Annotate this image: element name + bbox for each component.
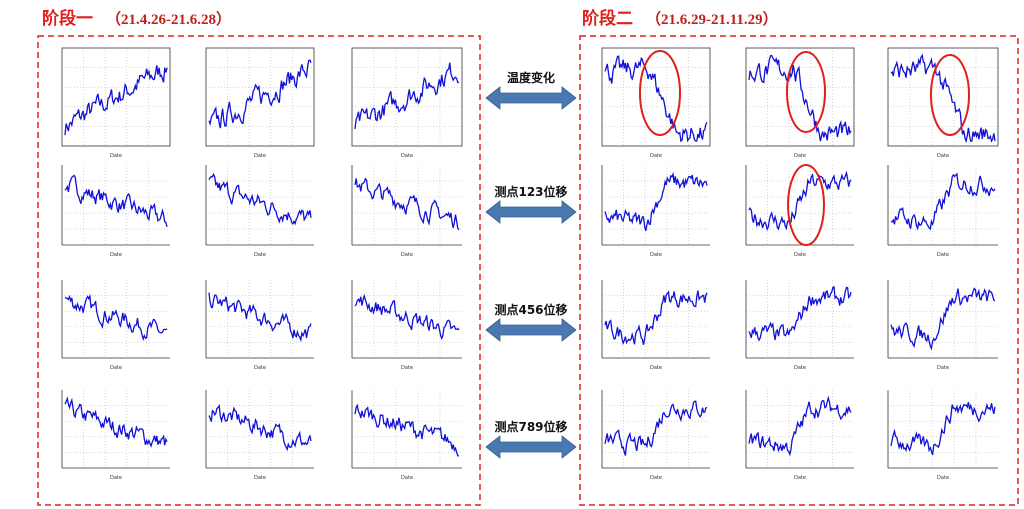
arrow-label: 测点789位移	[494, 419, 567, 434]
highlight	[787, 164, 825, 246]
stage-frame	[579, 35, 1019, 506]
x-axis-label: Date	[794, 153, 806, 159]
x-axis-label: Date	[937, 153, 949, 159]
chart-frame	[887, 47, 999, 147]
x-axis-label: Date	[401, 365, 413, 371]
x-axis-label: Date	[401, 252, 413, 258]
x-axis-label: Date	[110, 475, 122, 481]
highlight	[930, 54, 970, 136]
x-axis-label: Date	[937, 365, 949, 371]
x-axis-label: Date	[254, 475, 266, 481]
x-axis-label: Date	[794, 475, 806, 481]
trace	[208, 59, 312, 129]
trace	[890, 172, 996, 231]
x-axis-label: Date	[110, 153, 122, 159]
chart-frame	[601, 47, 711, 147]
trace	[748, 395, 852, 457]
stage-title: 阶段二	[582, 8, 633, 29]
trace	[604, 400, 708, 456]
trace	[748, 170, 852, 232]
stage-dates: （21.4.26-21.6.28）	[106, 10, 231, 28]
trace	[208, 172, 312, 226]
trace	[64, 65, 168, 136]
arrow-label: 测点456位移	[494, 302, 567, 317]
x-axis-label: Date	[650, 475, 662, 481]
trace	[208, 403, 312, 452]
x-axis-label: Date	[401, 153, 413, 159]
x-axis-label: Date	[254, 153, 266, 159]
chart-frame	[351, 47, 463, 147]
trace	[748, 54, 852, 142]
trace	[890, 287, 996, 351]
double-arrow	[485, 435, 577, 459]
chart-frame	[745, 47, 855, 147]
x-axis-label: Date	[650, 153, 662, 159]
stage-title: 阶段一	[42, 8, 93, 29]
highlights	[639, 50, 970, 246]
trace	[64, 293, 168, 342]
trace	[354, 403, 460, 457]
arrow-label: 测点123位移	[494, 184, 567, 199]
trace	[890, 53, 996, 144]
double-arrow	[485, 318, 577, 342]
trace	[604, 55, 708, 143]
chart-grid: Date Date Date Date Date Date Date Date Date Date…	[61, 47, 999, 481]
x-axis-label: Date	[110, 252, 122, 258]
chart-frame	[205, 47, 315, 147]
trace	[354, 62, 460, 129]
highlight	[639, 50, 681, 136]
trace	[604, 171, 708, 231]
x-axis-label: Date	[937, 475, 949, 481]
arrow-label: 温度变化	[507, 70, 555, 85]
x-axis-label: Date	[937, 252, 949, 258]
trace	[890, 402, 996, 456]
stage-dates: （21.6.29-21.11.29）	[646, 10, 778, 28]
trace	[748, 285, 852, 342]
trace	[208, 292, 312, 343]
x-axis-label: Date	[401, 475, 413, 481]
x-axis-label: Date	[794, 365, 806, 371]
x-axis-label: Date	[650, 365, 662, 371]
x-axis-label: Date	[110, 365, 122, 371]
double-arrow	[485, 200, 577, 224]
x-axis-label: Date	[650, 252, 662, 258]
trace	[604, 290, 708, 346]
highlight	[786, 51, 826, 133]
stage-frame	[37, 35, 481, 506]
trace	[354, 293, 460, 341]
trace	[64, 174, 168, 227]
chart-frame	[61, 47, 171, 147]
x-axis-label: Date	[254, 365, 266, 371]
double-arrow	[485, 86, 577, 110]
trace	[64, 396, 168, 448]
x-axis-label: Date	[794, 252, 806, 258]
x-axis-label: Date	[254, 252, 266, 258]
trace	[354, 177, 460, 231]
